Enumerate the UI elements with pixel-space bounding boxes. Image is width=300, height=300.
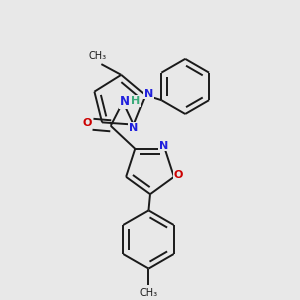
Text: N: N	[159, 141, 168, 151]
Text: H: H	[130, 96, 140, 106]
Text: N: N	[129, 123, 138, 133]
Text: CH₃: CH₃	[88, 51, 107, 61]
Text: O: O	[83, 118, 92, 128]
Text: N: N	[119, 95, 130, 108]
Text: CH₃: CH₃	[140, 288, 158, 298]
Text: N: N	[144, 89, 153, 99]
Text: O: O	[174, 170, 183, 180]
